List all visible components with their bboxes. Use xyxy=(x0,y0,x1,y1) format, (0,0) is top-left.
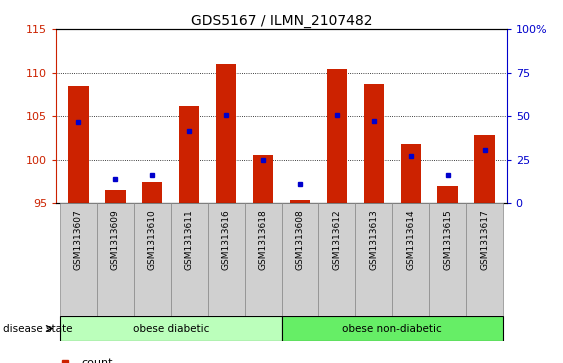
Bar xyxy=(429,203,466,316)
Bar xyxy=(208,203,244,316)
Text: GSM1313607: GSM1313607 xyxy=(74,209,83,270)
Bar xyxy=(282,316,503,341)
Title: GDS5167 / ILMN_2107482: GDS5167 / ILMN_2107482 xyxy=(191,14,372,28)
Bar xyxy=(282,203,319,316)
Bar xyxy=(319,203,355,316)
Text: GSM1313612: GSM1313612 xyxy=(332,209,341,270)
Bar xyxy=(179,106,199,203)
Bar xyxy=(392,203,429,316)
Text: obese non-diabetic: obese non-diabetic xyxy=(342,323,442,334)
Text: GSM1313617: GSM1313617 xyxy=(480,209,489,270)
Bar xyxy=(437,186,458,203)
Bar xyxy=(134,203,171,316)
Bar xyxy=(216,64,236,203)
Bar xyxy=(355,203,392,316)
Bar xyxy=(171,203,208,316)
Bar xyxy=(68,86,88,203)
Bar xyxy=(253,155,273,203)
Text: obese diabetic: obese diabetic xyxy=(132,323,209,334)
Text: GSM1313611: GSM1313611 xyxy=(185,209,194,270)
Text: GSM1313615: GSM1313615 xyxy=(443,209,452,270)
Bar xyxy=(466,203,503,316)
Bar xyxy=(60,203,97,316)
Bar xyxy=(475,135,495,203)
Text: GSM1313608: GSM1313608 xyxy=(296,209,305,270)
Text: GSM1313614: GSM1313614 xyxy=(406,209,415,270)
Text: GSM1313609: GSM1313609 xyxy=(111,209,120,270)
Text: GSM1313618: GSM1313618 xyxy=(258,209,267,270)
Bar xyxy=(327,69,347,203)
Text: count: count xyxy=(81,358,113,363)
Text: disease state: disease state xyxy=(3,323,72,334)
Bar xyxy=(142,182,163,203)
Bar xyxy=(244,203,282,316)
Text: GSM1313616: GSM1313616 xyxy=(222,209,231,270)
Text: GSM1313613: GSM1313613 xyxy=(369,209,378,270)
Bar xyxy=(105,190,126,203)
Bar xyxy=(364,84,384,203)
Text: GSM1313610: GSM1313610 xyxy=(148,209,157,270)
Bar xyxy=(400,144,421,203)
Bar xyxy=(290,200,310,203)
Bar xyxy=(97,203,134,316)
Bar xyxy=(60,316,282,341)
